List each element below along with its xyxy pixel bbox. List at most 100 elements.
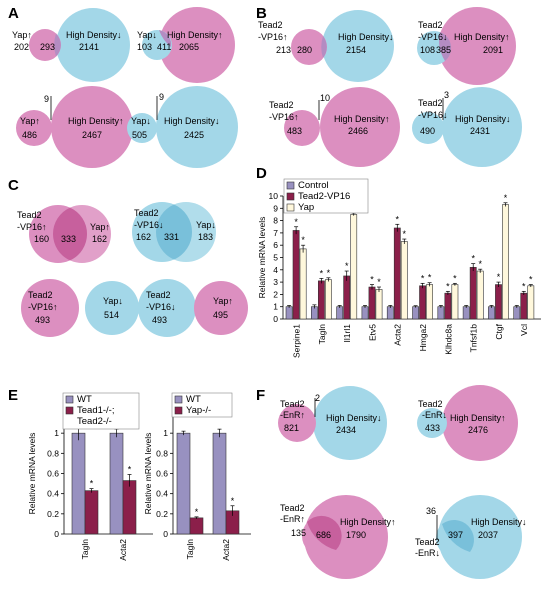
y-tick-label: 0.6 [156, 469, 168, 479]
bar-yap [527, 285, 535, 320]
bar-tead2-vp16 [368, 286, 376, 320]
legend-swatch [286, 192, 295, 201]
bar-control [488, 306, 495, 320]
venn-label-left-line1: Tead2 [418, 399, 443, 409]
venn-label-left-line2: -VP16↑ [269, 112, 299, 122]
venn-label-left-line1: Tead2 [28, 290, 53, 300]
venn-label-left: Yap↓ [131, 116, 151, 126]
category-label: Acta2 [118, 539, 128, 561]
venn-count-overlap: 331 [164, 232, 179, 242]
bar-tead2-vp16 [393, 227, 401, 320]
bar-control [361, 306, 369, 320]
venn-count-right: 514 [104, 310, 119, 320]
legend-swatch [286, 203, 295, 212]
venn-count-left: 493 [35, 315, 50, 325]
venn-b4: 3 Tead2 -VP16↓ High Density↓ 490 2431 [412, 87, 522, 167]
category-label: Vcl [519, 324, 529, 336]
significance-mark: * [396, 214, 400, 224]
y-tick-label: 1 [273, 302, 278, 312]
venn-overlap [155, 204, 193, 260]
bar-tead2-vp16 [419, 285, 426, 320]
y-tick-label: 5 [273, 253, 278, 263]
venn-count-right: 2091 [483, 45, 503, 55]
category-label: Ctgf [494, 323, 504, 339]
panel-label-e: E [8, 387, 18, 404]
bar-control [336, 306, 344, 320]
venn-label-left-line2: -VP16↑ [17, 222, 47, 232]
venn-overlap [321, 36, 327, 58]
significance-mark: * [446, 281, 450, 291]
legend-label: WT [77, 394, 92, 405]
category-label: Acta2 [393, 324, 403, 346]
venn-label-left-line1: Tead2 [17, 210, 42, 220]
venn-count-right: 2476 [468, 425, 488, 435]
venn-count-left: 821 [284, 423, 299, 433]
bar-yap- [189, 517, 204, 535]
venn-circle-high-density [322, 10, 394, 82]
venn-count-left: 202 [14, 42, 29, 52]
venn-label-left-line1: Tead2 [418, 20, 443, 30]
venn-c3: Tead2 -VP16↑ 493 Yap↓ 514 [21, 279, 139, 337]
venn-count-left: 505 [132, 130, 147, 140]
legend-box [283, 178, 369, 214]
bar-wt [176, 432, 191, 535]
legend-label: Tead2-/- [77, 416, 112, 427]
venn-count-left: 493 [152, 315, 167, 325]
venn-count-overlap: 36 [426, 506, 436, 516]
venn-overlap [159, 30, 172, 47]
venn-label-left-line2: -EnR↓ [422, 410, 447, 420]
y-tick-label: 8 [273, 216, 278, 226]
y-tick-label: 3 [273, 277, 278, 287]
y-tick-label: 0.2 [47, 509, 59, 519]
y-tick-label: 4 [273, 265, 278, 275]
venn-a4: 9 Yap↓ High Density↓ 505 2425 [127, 86, 238, 168]
venn-label-left-line2: -VP16↓ [418, 110, 448, 120]
bar-tead2-vp16 [444, 292, 452, 320]
bar-tead2-vp16 [343, 275, 351, 320]
bar-wt [109, 432, 124, 535]
venn-label-left-line1: Tead2 [258, 20, 283, 30]
venn-count-overlap: 385 [436, 45, 451, 55]
venn-circle-high-density [56, 8, 130, 82]
significance-mark: * [471, 254, 475, 264]
venn-count-left: 108 [420, 45, 435, 55]
venn-circle-tead2-vp16 [284, 110, 320, 146]
venn-overlap [54, 33, 61, 57]
panel-label-d: D [256, 165, 267, 182]
y-tick-label: 2 [273, 289, 278, 299]
significance-mark: * [403, 229, 407, 239]
legend-swatch [286, 181, 295, 190]
venn-label-left-line2: -VP16↑ [28, 302, 58, 312]
venn-count-left: 160 [34, 234, 49, 244]
legend-swatch [65, 395, 74, 404]
venn-count-right: 2425 [184, 130, 204, 140]
y-axis-label: Relative mRNA levels [257, 217, 267, 299]
venn-count-right: 1790 [346, 530, 366, 540]
venn-count-left: 490 [420, 126, 435, 136]
venn-label-right: High Density↑ [340, 517, 396, 527]
venn-label-left-line1: Tead2 [269, 100, 294, 110]
y-axis-label: Relative mRNA levels [27, 433, 37, 515]
venn-label-right: High Density↓ [471, 517, 527, 527]
venn-label-right: High Density↓ [66, 30, 122, 40]
venn-label-right: High Density↑ [334, 114, 390, 124]
y-tick-label: 0 [273, 314, 278, 324]
venn-count-right: 2154 [346, 45, 366, 55]
venn-count-left: 483 [287, 126, 302, 136]
venn-label-left-line1: Tead2 [418, 98, 443, 108]
y-tick-label: 0 [163, 529, 168, 539]
venn-label-right: Yap↓ [103, 296, 123, 306]
y-tick-label: 7 [273, 228, 278, 238]
venn-circle-high-density [438, 495, 522, 579]
category-label: Etv5 [367, 324, 377, 341]
y-axis-label: Relative mRNA levels [143, 433, 153, 515]
category-label: Il1rl1 [342, 324, 352, 343]
venn-b2: Tead2 -VP16↓ High Density↑ 108 385 2091 [417, 7, 516, 85]
venn-f3: Tead2 -EnR↑ 135 686 High Density↑ 1790 [280, 495, 396, 579]
bar-yap [451, 284, 459, 320]
venn-count-right: 2037 [478, 530, 498, 540]
venn-circle-tead2-vp16 [138, 279, 196, 337]
venn-count-overlap: 2 [315, 393, 320, 403]
